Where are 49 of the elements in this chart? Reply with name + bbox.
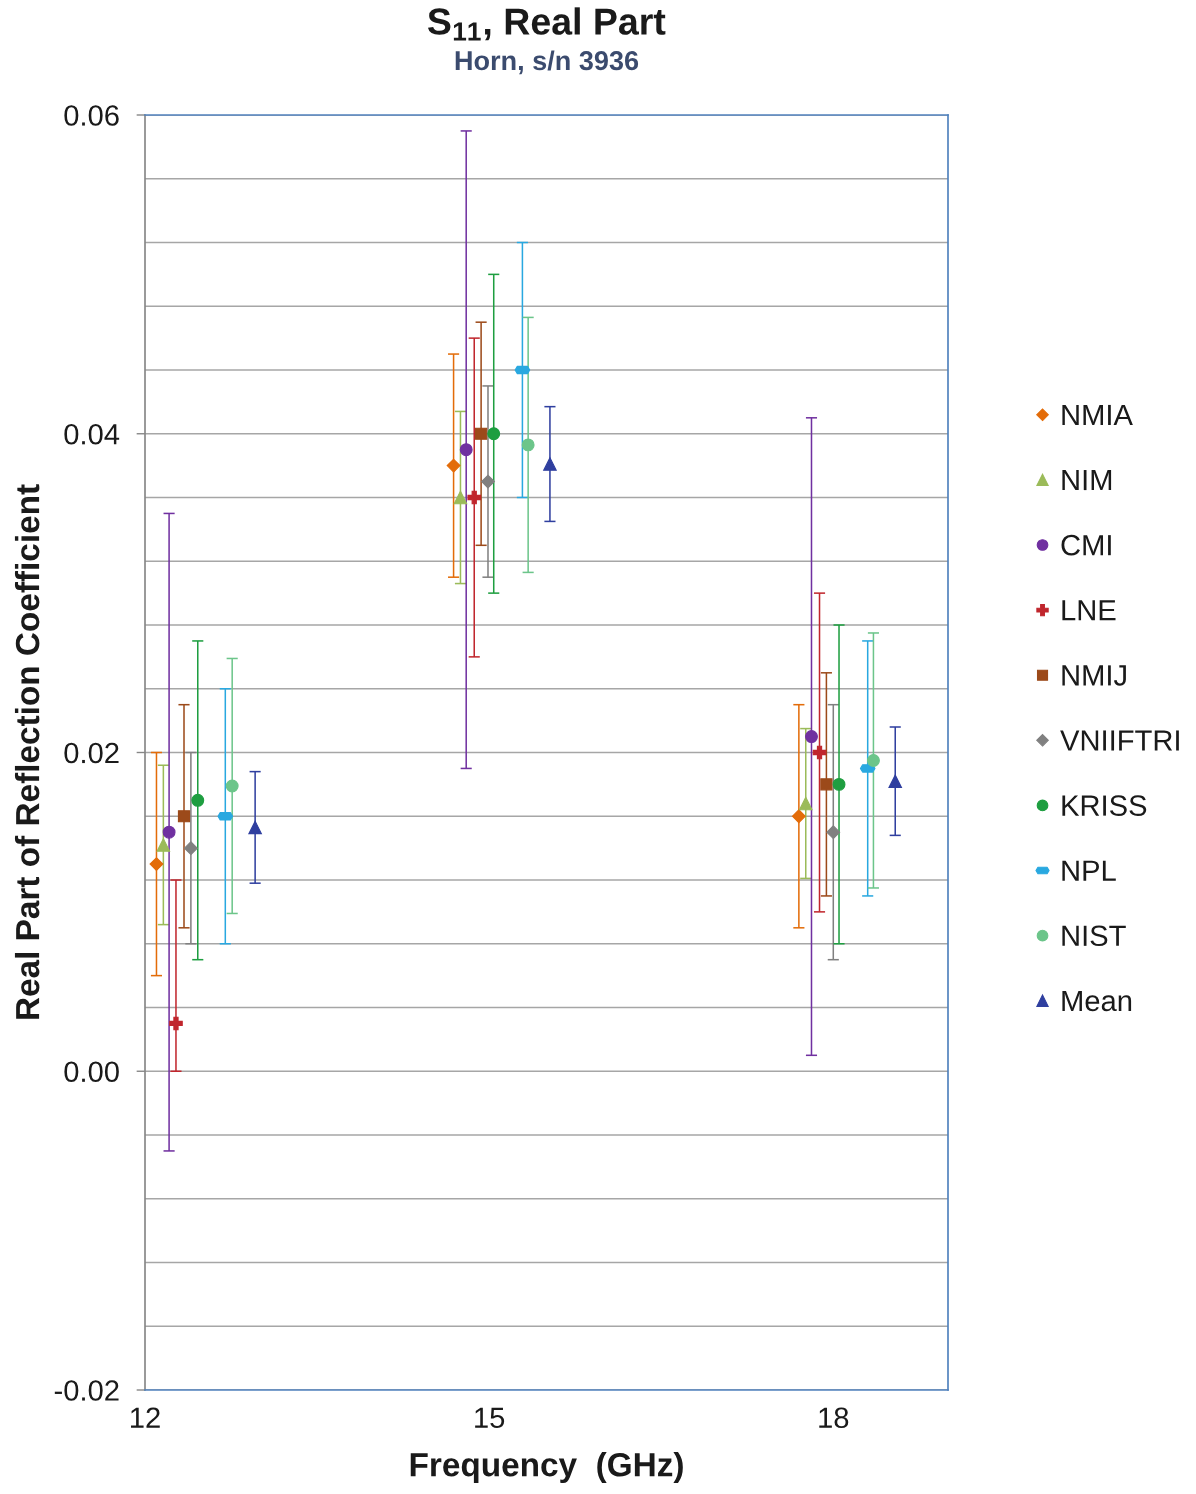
point [225, 779, 239, 793]
point [826, 825, 841, 840]
point [453, 490, 468, 505]
point [888, 774, 903, 788]
point [459, 443, 473, 457]
point [866, 754, 880, 767]
point [805, 730, 818, 744]
legend-label: NMIJ [1062, 665, 1126, 686]
y-tick-label: 0.00 [64, 1061, 119, 1083]
legend-label: NMIA [1062, 404, 1133, 425]
point [248, 820, 262, 835]
x-axis-title: Frequency (GHz) [410, 1452, 683, 1484]
point [487, 427, 501, 441]
point [177, 810, 191, 823]
legend-label: LNE [1062, 600, 1116, 621]
point [467, 490, 482, 505]
legend-label: NIM [1062, 470, 1112, 491]
point [446, 458, 461, 473]
point [812, 745, 827, 760]
point [183, 841, 198, 856]
legend-label: Mean [1062, 990, 1132, 1012]
point [798, 796, 813, 811]
x-tick-label: 12 [131, 1407, 160, 1428]
point [162, 825, 176, 839]
point [481, 474, 495, 489]
point [475, 427, 488, 440]
chart-title: S$_{11}$, Real Part [427, 7, 666, 41]
point [791, 809, 806, 824]
point [832, 777, 846, 791]
legend-label: CMI [1061, 534, 1111, 556]
point [169, 1016, 183, 1031]
y-tick-label: 0.06 [64, 105, 119, 126]
point [149, 857, 164, 872]
x-tick-label: 15 [475, 1407, 505, 1429]
point [521, 438, 535, 452]
point [191, 793, 205, 807]
point [820, 778, 833, 791]
legend-label: NIST [1062, 925, 1126, 947]
y-tick-label: 0.02 [64, 742, 119, 764]
y-tick-label: -0.02 [54, 1380, 119, 1401]
chart-subtitle: Horn, s/n 3936 [455, 50, 639, 75]
x-tick-label: 18 [819, 1407, 849, 1429]
legend-label: KRISS [1062, 795, 1147, 816]
point [543, 457, 557, 471]
y-tick-label: 0.04 [64, 423, 120, 445]
legend-label: NPL [1062, 860, 1116, 881]
point [156, 838, 171, 852]
legend-label: VNIIFTRI [1060, 730, 1179, 751]
y-axis-title: Real Part of Reflection Coefficient [14, 484, 40, 1019]
